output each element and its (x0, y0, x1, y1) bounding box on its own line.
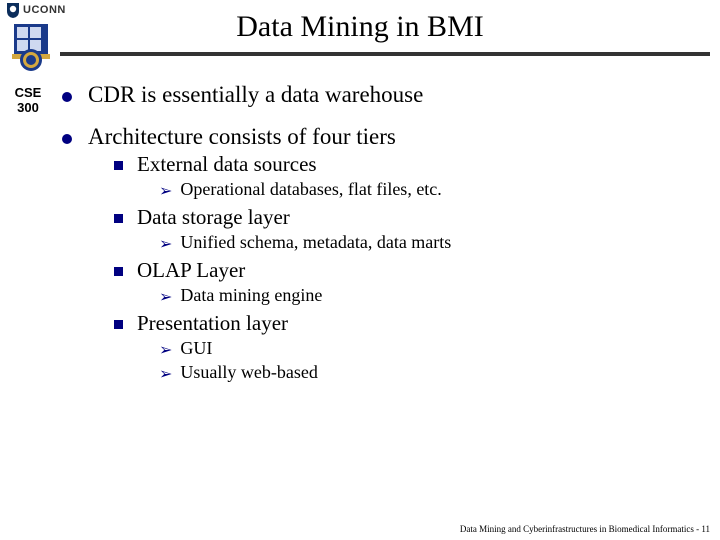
bullet-text: OLAP Layer (137, 258, 245, 282)
bullet-text: Data storage layer (137, 205, 290, 229)
bullet-level1: CDR is essentially a data warehouse (62, 82, 702, 108)
square-bullet-icon (114, 161, 123, 170)
bullet-level3: ➢ Usually web-based (159, 362, 702, 384)
bullet-text: Presentation layer (137, 311, 288, 335)
bullet-text: Unified schema, metadata, data marts (180, 232, 451, 253)
arrow-bullet-icon: ➢ (159, 234, 172, 254)
bullet-level3: ➢ Unified schema, metadata, data marts (159, 232, 702, 254)
course-badge-icon (10, 22, 52, 72)
sidebar-course-label: CSE 300 (4, 86, 52, 116)
content-body: CDR is essentially a data warehouse Arch… (62, 82, 702, 404)
arrow-bullet-icon: ➢ (159, 287, 172, 307)
bullet-text: CDR is essentially a data warehouse (88, 82, 423, 107)
title-rule (60, 52, 710, 56)
bullet-text: Data mining engine (180, 285, 322, 306)
slide-title: Data Mining in BMI (0, 10, 720, 44)
bullet-level3: ➢ Data mining engine (159, 285, 702, 307)
course-number: 300 (17, 100, 39, 115)
bullet-text: Architecture consists of four tiers (88, 124, 396, 149)
arrow-bullet-icon: ➢ (159, 364, 172, 384)
arrow-bullet-icon: ➢ (159, 181, 172, 201)
bullet-level3: ➢ Operational databases, flat files, etc… (159, 179, 702, 201)
bullet-text: Operational databases, flat files, etc. (180, 179, 441, 200)
course-code: CSE (15, 85, 42, 100)
footer-text: Data Mining and Cyberinfrastructures in … (460, 524, 710, 534)
square-bullet-icon (114, 320, 123, 329)
bullet-level2: OLAP Layer ➢ Data mining engine (114, 258, 702, 309)
arrow-bullet-icon: ➢ (159, 340, 172, 360)
bullet-level1: Architecture consists of four tiers Exte… (62, 124, 702, 388)
header: UCONN Data Mining in BMI (0, 0, 720, 68)
square-bullet-icon (114, 267, 123, 276)
circle-bullet-icon (62, 134, 72, 144)
bullet-level2: Presentation layer ➢ GUI ➢ Usually web-b… (114, 311, 702, 386)
bullet-level3: ➢ GUI (159, 338, 702, 360)
bullet-text: GUI (180, 338, 212, 359)
circle-bullet-icon (62, 92, 72, 102)
bullet-level2: External data sources ➢ Operational data… (114, 152, 702, 203)
square-bullet-icon (114, 214, 123, 223)
bullet-level2: Data storage layer ➢ Unified schema, met… (114, 205, 702, 256)
bullet-text: Usually web-based (180, 362, 317, 383)
bullet-text: External data sources (137, 152, 317, 176)
